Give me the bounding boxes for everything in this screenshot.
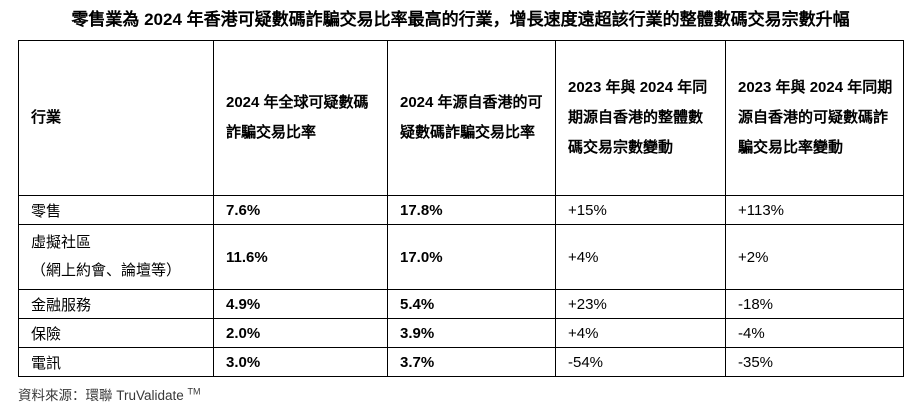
table-row-telecom: 電訊 3.0% 3.7% -54% -35% <box>18 347 904 377</box>
source-label: 資料來源：環聯 TruValidate <box>18 388 188 403</box>
col-header-rate-change: 2023 年與 2024 年同期源自香港的可疑數碼詐騙交易比率變動 <box>725 40 904 196</box>
rate-change-cell: +2% <box>725 224 904 290</box>
volume-change-cell: -54% <box>555 347 726 377</box>
hk-rate-cell: 5.4% <box>387 289 556 319</box>
industry-name: 虛擬社區 <box>31 234 92 251</box>
rate-change-cell: -18% <box>725 289 904 319</box>
hk-rate-cell: 17.0% <box>387 224 556 290</box>
table-row-insurance: 保險 2.0% 3.9% +4% -4% <box>18 318 904 348</box>
hk-rate-cell: 3.7% <box>387 347 556 377</box>
fraud-rate-table: 行業 2024 年全球可疑數碼詐騙交易比率 2024 年源自香港的可疑數碼詐騙交… <box>18 40 904 377</box>
table-row-virtual-community: 虛擬社區 （網上約會、論壇等） 11.6% 17.0% +4% +2% <box>18 224 904 290</box>
col-header-hk-rate: 2024 年源自香港的可疑數碼詐騙交易比率 <box>387 40 556 196</box>
volume-change-cell: +15% <box>555 195 726 225</box>
trademark-symbol: TM <box>187 386 201 397</box>
global-rate-cell: 7.6% <box>213 195 388 225</box>
volume-change-cell: +23% <box>555 289 726 319</box>
rate-change-cell: +113% <box>725 195 904 225</box>
table-row-financial-services: 金融服務 4.9% 5.4% +23% -18% <box>18 289 904 319</box>
volume-change-cell: +4% <box>555 318 726 348</box>
table-header: 行業 2024 年全球可疑數碼詐騙交易比率 2024 年源自香港的可疑數碼詐騙交… <box>18 40 904 196</box>
table-header-row: 行業 2024 年全球可疑數碼詐騙交易比率 2024 年源自香港的可疑數碼詐騙交… <box>18 40 904 196</box>
hk-rate-cell: 3.9% <box>387 318 556 348</box>
col-header-industry: 行業 <box>18 40 214 196</box>
table-body: 零售 7.6% 17.8% +15% +113% 虛擬社區 （網上約會、論壇等）… <box>18 195 904 377</box>
volume-change-cell: +4% <box>555 224 726 290</box>
rate-change-cell: -4% <box>725 318 904 348</box>
global-rate-cell: 11.6% <box>213 224 388 290</box>
global-rate-cell: 3.0% <box>213 347 388 377</box>
industry-cell: 金融服務 <box>18 289 214 319</box>
industry-cell: 電訊 <box>18 347 214 377</box>
page-title: 零售業為 2024 年香港可疑數碼詐騙交易比率最高的行業，增長速度遠超該行業的整… <box>71 10 850 29</box>
industry-cell: 保險 <box>18 318 214 348</box>
global-rate-cell: 2.0% <box>213 318 388 348</box>
industry-note: （網上約會、論壇等） <box>31 262 182 279</box>
table-row-retail: 零售 7.6% 17.8% +15% +113% <box>18 195 904 225</box>
col-header-volume-change: 2023 年與 2024 年同期源自香港的整體數碼交易宗數變動 <box>555 40 726 196</box>
global-rate-cell: 4.9% <box>213 289 388 319</box>
industry-cell: 虛擬社區 （網上約會、論壇等） <box>18 224 214 290</box>
col-header-global-rate: 2024 年全球可疑數碼詐騙交易比率 <box>213 40 388 196</box>
source-note: 資料來源：環聯 TruValidate TM <box>18 384 921 404</box>
hk-rate-cell: 17.8% <box>387 195 556 225</box>
industry-cell: 零售 <box>18 195 214 225</box>
rate-change-cell: -35% <box>725 347 904 377</box>
